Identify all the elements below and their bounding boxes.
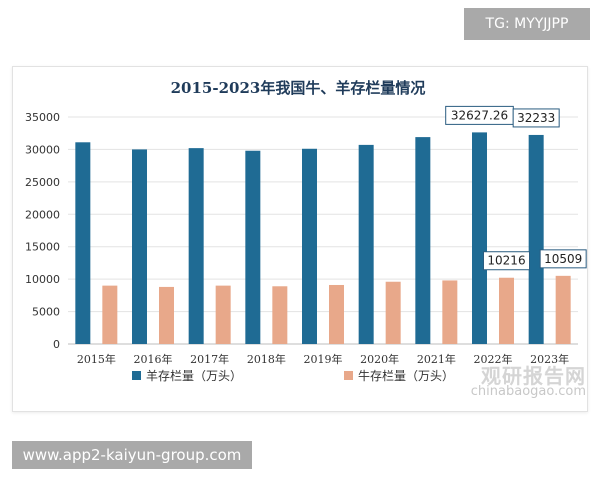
bar-sheep [302, 148, 317, 344]
y-tick-label: 25000 [25, 176, 60, 189]
legend-swatch-sheep [132, 371, 141, 380]
legend-label-sheep: 羊存栏量（万头） [146, 368, 242, 383]
legend-swatch-cattle [344, 371, 353, 380]
annotation-label: 32233 [517, 111, 555, 125]
bar-cattle [102, 285, 118, 344]
annotation-label: 10216 [487, 254, 525, 268]
y-tick-label: 10000 [25, 273, 60, 286]
bar-sheep [528, 134, 544, 344]
bar-cattle [329, 284, 344, 344]
x-tick-label: 2022年 [474, 352, 513, 366]
annotation-box [483, 251, 530, 271]
x-tick-label: 2019年 [304, 352, 343, 366]
chart-title: 2015-2023年我国牛、羊存栏量情况 [171, 79, 426, 97]
x-tick-label: 2017年 [190, 352, 229, 366]
annotation-label: 10509 [544, 252, 582, 266]
bar-cattle [159, 286, 174, 344]
x-tick-label: 2020年 [360, 352, 399, 366]
bar-cattle [272, 286, 288, 344]
bar-sheep [415, 137, 431, 344]
footer-url-bar: www.app2-kaiyun-group.com [12, 441, 252, 469]
legend-label-cattle: 牛存栏量（万头） [358, 368, 454, 383]
y-tick-label: 20000 [25, 208, 60, 221]
annotation-box [512, 108, 560, 128]
bar-cattle [215, 285, 231, 344]
y-tick-label: 5000 [32, 306, 60, 319]
bar-sheep [75, 142, 91, 344]
bar-cattle [499, 277, 514, 344]
bar-cattle [442, 280, 458, 344]
x-tick-label: 2016年 [134, 352, 173, 366]
y-tick-label: 35000 [25, 111, 60, 124]
bar-sheep [472, 132, 487, 344]
bar-cattle [385, 281, 401, 344]
bar-sheep [245, 150, 261, 344]
y-tick-label: 15000 [25, 241, 60, 254]
x-tick-label: 2015年 [77, 352, 116, 366]
bar-sheep [132, 149, 147, 344]
x-tick-label: 2023年 [530, 352, 569, 366]
bar-sheep [358, 144, 374, 344]
y-tick-label: 0 [53, 338, 60, 351]
bar-cattle [555, 275, 571, 344]
y-tick-label: 30000 [25, 143, 60, 156]
x-tick-label: 2021年 [417, 352, 456, 366]
bar-sheep [188, 148, 204, 344]
annotation-box [539, 249, 587, 269]
watermark-brand: 观研报告网 [481, 364, 586, 388]
tg-label: TG: MYYJJPP [464, 8, 590, 40]
watermark-url: chinabaogao.com [470, 384, 586, 399]
annotation-label: 32627.26 [451, 108, 508, 122]
x-tick-label: 2018年 [247, 352, 286, 366]
